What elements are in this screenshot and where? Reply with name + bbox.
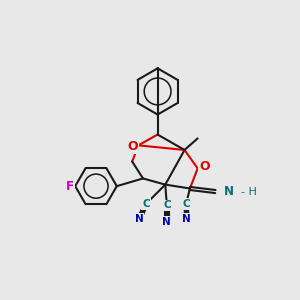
Text: O: O bbox=[199, 160, 210, 172]
Text: C: C bbox=[163, 200, 171, 210]
Text: - H: - H bbox=[241, 187, 256, 196]
Text: N: N bbox=[163, 217, 171, 226]
Text: C: C bbox=[142, 199, 150, 209]
Text: O: O bbox=[127, 140, 137, 153]
Text: F: F bbox=[66, 180, 74, 193]
Text: N: N bbox=[224, 185, 233, 198]
Text: N: N bbox=[135, 214, 143, 224]
Text: C: C bbox=[182, 199, 190, 209]
Text: N: N bbox=[182, 214, 191, 224]
